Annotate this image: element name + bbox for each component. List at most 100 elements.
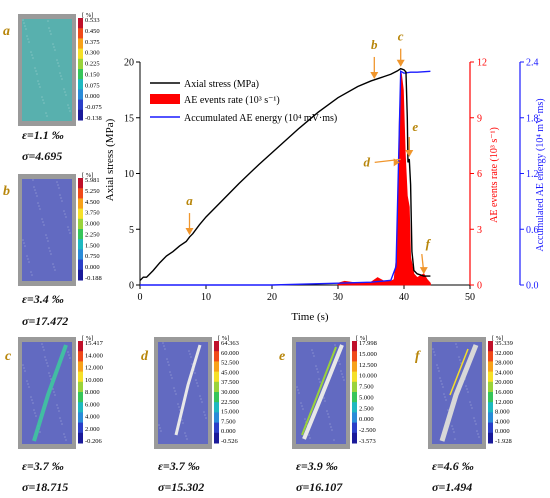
speckle xyxy=(30,396,32,398)
y-tick-label-right1: 3 xyxy=(477,225,482,236)
strain-band xyxy=(32,344,68,442)
speckle xyxy=(59,72,61,74)
speckle xyxy=(52,263,54,265)
speckle xyxy=(32,179,34,181)
panel-stress-b: σ=17.472 xyxy=(22,314,69,328)
colorbar-tick-label: 10.000 xyxy=(85,377,103,384)
y-tick-label-left: 0 xyxy=(129,281,134,292)
speckle xyxy=(58,410,60,412)
speckle xyxy=(59,194,61,196)
speckle xyxy=(54,394,56,396)
speckle xyxy=(50,253,52,255)
speckle xyxy=(68,354,70,356)
colorbar-tick-label: 64.363 xyxy=(221,340,239,347)
speckle xyxy=(323,397,325,399)
panel-strain-c: ε=3.7 ‰ xyxy=(22,459,64,473)
speckle xyxy=(194,372,196,374)
speckle xyxy=(50,33,52,35)
colorbar-segment xyxy=(78,269,83,281)
speckle xyxy=(47,240,49,242)
speckle xyxy=(23,242,25,244)
colorbar-segment xyxy=(352,402,357,413)
speckle xyxy=(181,419,183,421)
speckle xyxy=(46,115,48,117)
colorbar-tick-label: 15.000 xyxy=(359,351,377,358)
panel-label-d: d xyxy=(141,349,148,364)
speckle xyxy=(341,373,343,375)
speckle xyxy=(158,424,160,426)
colorbar-segment xyxy=(488,351,493,362)
colorbar-unit: [ %] xyxy=(356,335,367,342)
colorbar-segment xyxy=(488,381,493,393)
legend: Axial stress (MPa) AE events rate (10³ s… xyxy=(150,79,337,124)
colorbar-segment xyxy=(78,361,83,373)
speckle xyxy=(459,359,461,361)
colorbar-tick-label: 0.450 xyxy=(85,28,100,35)
colorbar-segment xyxy=(78,178,83,189)
speckle xyxy=(53,46,55,48)
speckle xyxy=(159,427,161,429)
colorbar-tick-label: 35.339 xyxy=(495,340,513,347)
colorbar-segment xyxy=(488,412,493,424)
speckle xyxy=(50,378,52,380)
speckle xyxy=(312,352,314,354)
speckle xyxy=(201,401,203,403)
speckle xyxy=(330,426,332,428)
speckle xyxy=(22,19,24,21)
annotation-arrowhead-a xyxy=(185,228,194,236)
speckle xyxy=(476,430,478,432)
y-tick-label-left: 10 xyxy=(124,169,134,180)
speckle xyxy=(188,350,190,352)
colorbar-tick-label: 0.300 xyxy=(85,50,100,57)
speckle xyxy=(167,361,169,363)
x-tick-label: 0 xyxy=(138,292,143,303)
speckle xyxy=(27,383,29,385)
speckle xyxy=(168,364,170,366)
x-tick-label: 50 xyxy=(465,292,475,303)
crack xyxy=(302,344,344,440)
speckle xyxy=(318,378,320,380)
speckle xyxy=(331,429,333,431)
panel-strain-b: ε=3.4 ‰ xyxy=(22,292,64,306)
speckle xyxy=(52,43,54,45)
colorbar-tick-label: 60.000 xyxy=(221,350,239,357)
colorbar-segment xyxy=(214,361,219,373)
speckle xyxy=(328,416,330,418)
colorbar-segment xyxy=(488,341,493,352)
speckle xyxy=(39,86,41,88)
speckle xyxy=(26,35,28,37)
speckle xyxy=(65,94,67,96)
colorbar-tick-label: 14.000 xyxy=(85,352,103,359)
speckle xyxy=(442,386,444,388)
speckle xyxy=(65,216,67,218)
speckle xyxy=(63,433,65,435)
speckle xyxy=(324,400,326,402)
colorbar-segment xyxy=(214,351,219,362)
speckle xyxy=(443,393,445,395)
speckle xyxy=(38,83,40,85)
speckle xyxy=(35,70,37,72)
speckle xyxy=(453,431,455,433)
speckle xyxy=(434,354,436,356)
speckle xyxy=(46,362,48,364)
speckle xyxy=(298,392,300,394)
speckle xyxy=(34,412,36,414)
x-tick-label: 40 xyxy=(399,292,409,303)
colorbar-tick-label: 52.500 xyxy=(221,360,239,367)
colorbar-tick-label: 8.000 xyxy=(85,389,100,396)
colorbar-segment xyxy=(78,259,83,271)
y-axis-label-right2: Accumulated AE energy (10⁴ mV·ms) xyxy=(535,98,546,251)
speckle xyxy=(475,423,477,425)
speckle xyxy=(34,189,36,191)
annotation-label-d: d xyxy=(363,154,370,169)
speckle xyxy=(326,410,328,412)
colorbar-segment xyxy=(214,422,219,434)
speckle xyxy=(474,420,476,422)
colorbar-tick-label: 0.000 xyxy=(85,93,100,100)
speckle xyxy=(340,370,342,372)
colorbar-segment xyxy=(214,402,219,413)
specimen-svg-c: [ %]15.417 14.000 12.000 10.000 8.000 6.000 4.… xyxy=(18,335,104,449)
colorbar-tick-label: 10.000 xyxy=(359,373,377,380)
speckle xyxy=(56,404,58,406)
specimen-svg-f: [ %]35.339 32.000 28.000 24.000 20.000 16.000… xyxy=(428,335,513,449)
